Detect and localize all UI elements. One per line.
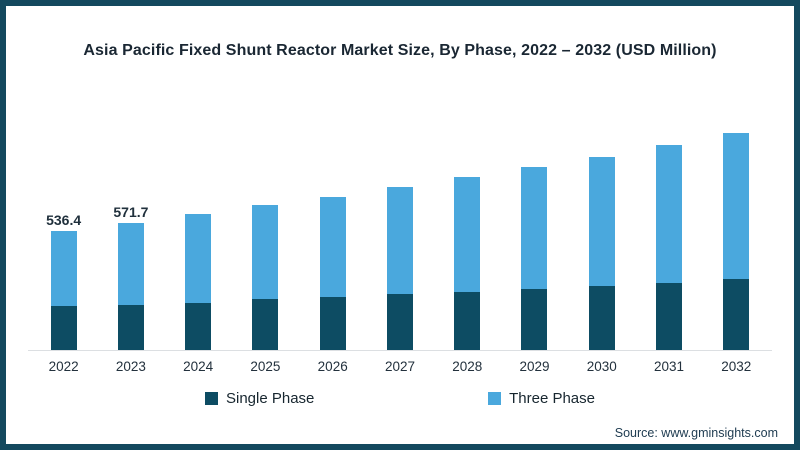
bar-slot-2032: 2032: [703, 100, 770, 374]
stacked-bar-2025: [252, 204, 279, 350]
bar-value-label: 571.7: [113, 203, 149, 220]
bar-slot-2029: 2029: [501, 100, 568, 374]
bar-segment-single-phase: [185, 302, 212, 350]
bar-segment-three-phase: [723, 133, 750, 280]
bar-slot-2025: 2025: [232, 100, 299, 374]
bar-slot-2027: 2027: [366, 100, 433, 374]
bar-segment-single-phase: [50, 306, 77, 350]
bar-segment-single-phase: [454, 291, 481, 350]
chart-title: Asia Pacific Fixed Shunt Reactor Market …: [83, 42, 717, 59]
bar-segment-single-phase: [588, 285, 615, 350]
x-axis-label: 2031: [654, 359, 685, 374]
bar-slot-2028: 2028: [434, 100, 501, 374]
bar-slot-2026: 2026: [299, 100, 366, 374]
legend-swatch-single-phase: [205, 392, 218, 405]
bar-segment-single-phase: [386, 294, 413, 350]
legend-label-single-phase: Single Phase: [226, 390, 315, 407]
x-axis-label: 2027: [384, 359, 415, 374]
bar-segment-three-phase: [252, 204, 279, 300]
bar-slot-2023: 571.7 2023: [97, 100, 164, 374]
stacked-bar-2028: [454, 177, 481, 350]
bar-segment-three-phase: [50, 230, 77, 307]
bar-segment-single-phase: [723, 279, 750, 350]
bar-segment-three-phase: [454, 177, 481, 292]
bar-segment-single-phase: [117, 305, 144, 350]
x-axis-label: 2024: [183, 359, 214, 374]
legend-label-three-phase: Three Phase: [509, 390, 595, 407]
bar-segment-three-phase: [185, 213, 212, 303]
stacked-bar-2022: [50, 230, 77, 350]
stacked-bar-2024: [185, 213, 212, 350]
legend-item-three-phase: Three Phase: [488, 390, 595, 407]
x-axis-line: [28, 350, 772, 351]
bar-segment-three-phase: [521, 167, 548, 290]
stacked-bar-2030: [588, 156, 615, 350]
bar-slot-2022: 536.4 2022: [30, 100, 97, 374]
bar-segment-single-phase: [656, 282, 683, 350]
bar-segment-three-phase: [386, 187, 413, 295]
stacked-bar-2027: [386, 187, 413, 350]
bar-segment-three-phase: [588, 156, 615, 286]
stacked-bar-2032: [723, 133, 750, 350]
legend: Single Phase Three Phase: [150, 390, 650, 407]
bar-slot-2024: 2024: [165, 100, 232, 374]
stacked-bar-2026: [319, 196, 346, 350]
bar-segment-three-phase: [117, 222, 144, 305]
legend-item-single-phase: Single Phase: [205, 390, 314, 407]
bar-segment-single-phase: [319, 296, 346, 350]
bar-value-label: 536.4: [46, 211, 82, 228]
stacked-bar-2029: [521, 167, 548, 350]
x-axis-label: 2025: [250, 359, 281, 374]
bar-slot-2031: 2031: [635, 100, 702, 374]
bar-segment-single-phase: [521, 289, 548, 350]
legend-swatch-three-phase: [488, 392, 502, 405]
source-note: Source: www.gminsights.com: [614, 426, 778, 440]
x-axis-label: 2026: [317, 359, 348, 374]
x-axis-label: 2028: [452, 359, 483, 374]
stacked-bar-2023: [117, 222, 144, 350]
x-axis-label: 2029: [519, 359, 550, 374]
bar-segment-single-phase: [252, 299, 279, 350]
bar-slot-2030: 2030: [568, 100, 635, 374]
plot-area: 536.4 2022 571.7 2023 2024 2025 2026 2027 2028 20…: [30, 100, 770, 374]
stacked-bar-2031: [656, 144, 683, 350]
bar-segment-three-phase: [656, 144, 683, 283]
x-axis-label: 2022: [48, 359, 79, 374]
x-axis-label: 2030: [586, 359, 617, 374]
bar-segment-three-phase: [319, 196, 346, 297]
x-axis-label: 2023: [115, 359, 146, 374]
x-axis-label: 2032: [721, 359, 752, 374]
